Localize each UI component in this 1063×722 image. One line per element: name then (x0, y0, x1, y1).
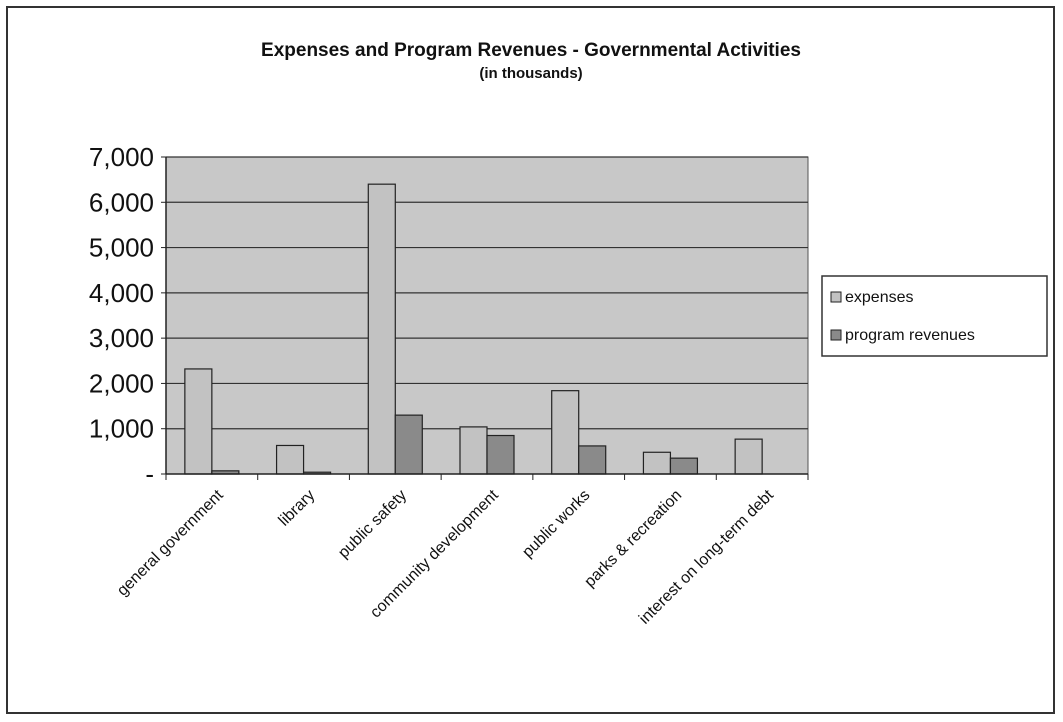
chart-subtitle: (in thousands) (479, 65, 582, 82)
legend-swatch-program-revenues (830, 329, 842, 341)
y-tick-label: 7,000 (89, 142, 154, 172)
legend: expenses program revenues (821, 275, 1048, 357)
legend-swatch-expenses (830, 291, 842, 303)
bar-expenses-4 (551, 390, 580, 475)
bar-expenses-6 (734, 438, 763, 475)
chart-svg: Expenses and Program Revenues - Governme… (89, 40, 1048, 628)
bar-expenses-5 (642, 451, 672, 475)
bar-expenses-1 (275, 444, 305, 475)
chart-title: Expenses and Program Revenues - Governme… (261, 40, 801, 61)
bar-program-revenues-4 (578, 445, 607, 475)
y-tick-label: 6,000 (89, 187, 154, 217)
y-tick-label: 2,000 (89, 368, 154, 398)
x-tick-labels: general government library public safetyco… (114, 474, 809, 628)
x-tick-label: general government (114, 486, 227, 599)
y-tick-label: 1,000 (89, 414, 154, 444)
y-tick-label: 4,000 (89, 278, 154, 308)
x-tick-label: public safety (335, 487, 410, 562)
bar-program-revenues-5 (669, 457, 699, 475)
bar-expenses-3 (459, 426, 488, 475)
chart-frame: Expenses and Program Revenues - Governme… (6, 6, 1055, 714)
y-tick-label: - (145, 459, 154, 489)
y-tick-label: 3,000 (89, 323, 154, 353)
bar-program-revenues-2 (394, 414, 423, 475)
legend-label-program-revenues: program revenues (845, 327, 975, 344)
axes (165, 157, 808, 475)
y-tick-label: 5,000 (89, 233, 154, 263)
y-tick-labels: - 1,000 2,000 3,000 4,000 5,000 6,000 7,000 (89, 142, 166, 489)
bar-program-revenues-3 (486, 434, 515, 475)
grid-lines (166, 156, 808, 430)
bars (184, 183, 763, 475)
plot-area (165, 156, 809, 475)
bar-expenses-2 (367, 183, 396, 475)
legend-box (821, 275, 1048, 357)
legend-label-expenses: expenses (845, 289, 914, 306)
x-tick-label: parks & recreation (581, 487, 685, 591)
x-tick-label: library (276, 487, 319, 530)
bar-expenses-0 (184, 368, 213, 475)
x-tick-label: public works (519, 487, 593, 561)
